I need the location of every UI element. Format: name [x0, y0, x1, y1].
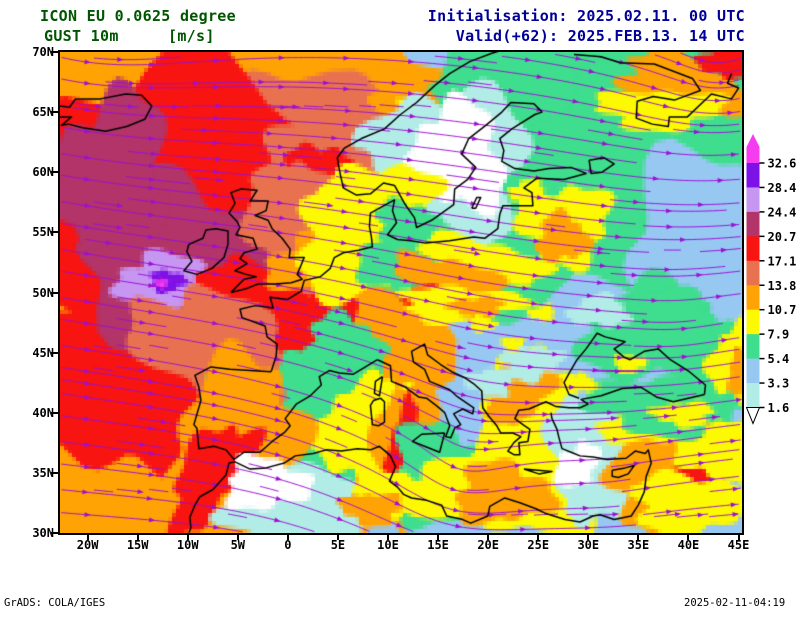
colorbar: 32.6 28.4 24.4 20.7 17.1 13.8 10.7 7.9 5.4 3.3 1.6: [746, 134, 797, 425]
lon-tick: [487, 533, 490, 540]
lat-tick: [51, 532, 58, 534]
map-frame: [58, 50, 744, 535]
legend-label: 20.7: [768, 230, 797, 244]
lon-label: 20E: [477, 538, 499, 552]
lon-label: 15E: [427, 538, 449, 552]
colorbar-segment: [746, 285, 760, 311]
title-valid: Valid(+62): 2025.FEB.13. 14 UTC: [455, 27, 745, 45]
lat-label: 35N: [32, 465, 54, 480]
lon-label: 15W: [126, 538, 149, 552]
title-model: ICON EU 0.0625 degree: [40, 7, 236, 25]
legend-label: 1.6: [768, 401, 790, 415]
run-timestamp: 2025-02-11-04:19: [684, 597, 786, 609]
lat-tick: [51, 51, 58, 53]
legend-label: 32.6: [768, 157, 797, 171]
lon-tick: [286, 533, 289, 540]
lon-tick: [86, 533, 89, 540]
lon-label: 40E: [677, 538, 700, 552]
lon-tick: [136, 533, 139, 540]
legend-label: 24.4: [768, 205, 797, 219]
lat-label: 65N: [32, 105, 54, 120]
title-init: Initialisation: 2025.02.11. 00 UTC: [427, 7, 745, 25]
lon-tick: [437, 533, 440, 540]
lon-label: 35E: [627, 538, 650, 552]
lon-label: 45E: [727, 538, 750, 552]
lon-tick: [687, 533, 690, 540]
colorbar-segment: [746, 187, 760, 213]
lat-label: 30N: [32, 526, 54, 540]
legend-label: 28.4: [768, 181, 797, 195]
lon-tick: [587, 533, 590, 540]
lat-tick: [51, 471, 58, 474]
legend-label: 7.9: [768, 328, 790, 342]
lat-label: 40N: [32, 405, 54, 420]
colorbar-segment: [746, 211, 760, 237]
lon-label: 5W: [230, 538, 246, 552]
lat-tick: [51, 351, 58, 354]
lon-tick: [537, 533, 540, 540]
lat-tick: [51, 411, 58, 414]
lon-label: 30E: [577, 538, 600, 552]
lon-label: 10W: [176, 538, 199, 552]
lat-tick: [51, 111, 58, 114]
lat-label: 55N: [32, 225, 54, 240]
title-variable: GUST 10m: [44, 27, 119, 45]
lon-tick: [737, 533, 740, 540]
colorbar-segment: [746, 334, 760, 360]
lat-tick: [51, 231, 58, 234]
lon-tick: [236, 533, 239, 540]
grads-credit: GrADS: COLA/IGES: [4, 597, 106, 609]
lon-label: 20W: [76, 538, 99, 552]
lon-label: 5E: [330, 538, 346, 552]
colorbar-segment: [746, 358, 760, 384]
legend-label: 17.1: [768, 254, 797, 268]
lat-label: 50N: [32, 285, 54, 300]
lat-label: 45N: [32, 345, 54, 360]
colorbar-segment: [746, 163, 760, 188]
lon-label: 10E: [377, 538, 399, 552]
legend-label: 13.8: [768, 279, 797, 293]
colorbar-segment: [746, 383, 760, 408]
map-canvas: [60, 52, 742, 533]
colorbar-underflow-wedge: [746, 407, 761, 425]
colorbar-overflow-arrow-icon: [746, 134, 760, 147]
legend-label: 5.4: [768, 352, 790, 366]
lon-label: 25E: [527, 538, 550, 552]
lat-tick: [51, 291, 58, 294]
lat-tick: [51, 171, 58, 174]
lat-label: 60N: [32, 165, 54, 180]
colorbar-segment: [746, 309, 760, 335]
lon-tick: [637, 533, 640, 540]
lon-tick: [387, 533, 390, 540]
lon-tick: [336, 533, 339, 540]
colorbar-segment: [746, 260, 760, 286]
lat-label: 70N: [32, 45, 54, 59]
title-units: [m/s]: [168, 27, 215, 45]
legend-label: 10.7: [768, 303, 797, 317]
lon-label: 0: [284, 538, 292, 552]
legend-label: 3.3: [768, 377, 790, 391]
colorbar-segment: [746, 236, 760, 262]
lon-tick: [186, 533, 189, 540]
